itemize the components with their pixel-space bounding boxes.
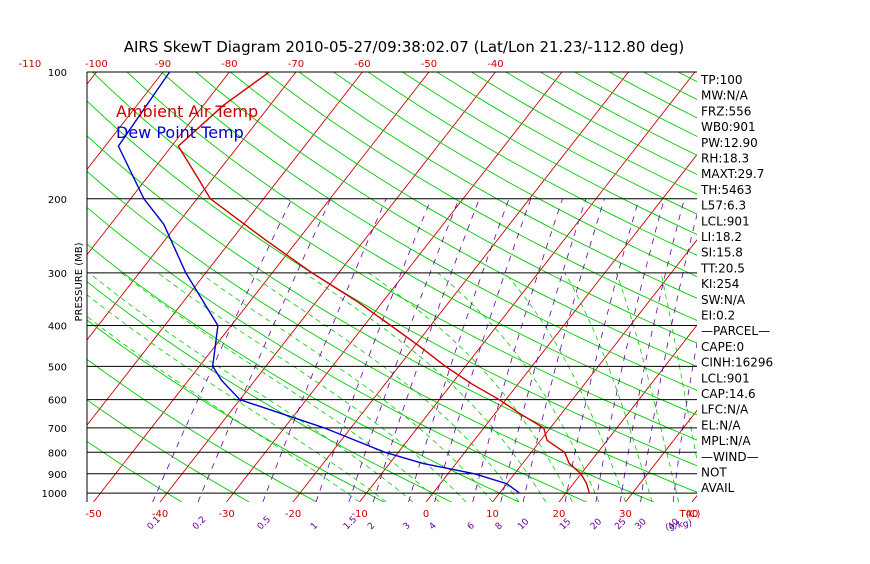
top-temp-tick-label: -60 (354, 59, 370, 70)
index-entry: TP:100 (700, 73, 743, 87)
index-entry: CAPE:0 (701, 340, 744, 354)
index-entry: TT:20.5 (700, 261, 745, 275)
pressure-tick-label: 800 (48, 448, 67, 459)
mixing-ratio-tick-label: 0.2 (191, 515, 208, 532)
index-entry: —PARCEL— (701, 324, 770, 338)
bottom-temp-tick-label: -30 (218, 509, 234, 520)
pressure-tick-label: 300 (48, 269, 67, 280)
top-temp-tick-label: -70 (288, 59, 304, 70)
mixing-ratio-tick-label: 20 (589, 517, 604, 532)
mixing-ratio-line (263, 199, 386, 502)
index-entry: SI:15.8 (701, 246, 743, 260)
dry-adiabat-line (161, 72, 870, 502)
dry-adiabat-line (265, 72, 870, 502)
bottom-temp-tick-label: 0 (423, 509, 429, 520)
bottom-temp-tick-label: -20 (285, 509, 301, 520)
moist-adiabat-line (616, 273, 678, 502)
pressure-tick-label: 400 (48, 322, 67, 333)
index-entry: CINH:16296 (701, 356, 773, 370)
mixing-ratio-line (641, 199, 701, 502)
top-temp-tick-label: -110 (19, 59, 42, 70)
dry-adiabat-line (403, 72, 870, 502)
isotherm-line (227, 72, 562, 502)
mixing-ratio-tick-label: 0.5 (256, 515, 273, 532)
top-temp-tick-label: -40 (487, 59, 503, 70)
index-entry: SW:N/A (701, 293, 746, 307)
dry-adiabat-line (230, 72, 870, 502)
dry-adiabat-line (299, 72, 870, 502)
dry-adiabat-line (334, 72, 870, 502)
mixing-ratio-line (373, 199, 479, 502)
dry-adiabat-line (368, 72, 870, 502)
index-entry: AVAIL (701, 481, 735, 495)
mixing-ratio-tick-label: 8 (494, 521, 505, 532)
index-entry: LCL:901 (701, 214, 750, 228)
index-entry: —WIND— (701, 450, 759, 464)
dry-adiabat-line (0, 72, 654, 502)
pressure-tick-label: 700 (48, 424, 67, 435)
moist-adiabat-line (60, 273, 386, 502)
index-entry: MW:N/A (701, 89, 749, 103)
index-entry: NOT (701, 466, 727, 480)
bottom-temp-tick-label: 10 (486, 509, 499, 520)
dry-adiabat-line (471, 72, 870, 502)
dry-adiabat-line (196, 72, 870, 502)
mixing-ratio-unit-label: (g/kg) (665, 518, 693, 532)
index-entry: LFC:N/A (701, 403, 749, 417)
isotherm-line (0, 72, 30, 502)
mixing-ratio-line (349, 199, 459, 502)
bottom-temp-tick-label: -50 (85, 509, 101, 520)
mixing-ratio-line (198, 199, 331, 502)
index-entry: KI:254 (701, 277, 739, 291)
y-axis-label: PRESSURE (MB) (74, 242, 85, 321)
mixing-ratio-tick-label: 30 (634, 517, 649, 532)
isotherm-line (825, 72, 870, 502)
pressure-tick-label: 200 (48, 195, 67, 206)
index-entry: WB0:901 (701, 120, 756, 134)
pressure-tick-label: 100 (48, 68, 67, 79)
moist-adiabat-line (505, 273, 626, 502)
mixing-ratio-tick-label: 4 (428, 521, 439, 532)
mixing-ratio-tick-label: 10 (516, 517, 531, 532)
top-temp-tick-label: -50 (421, 59, 437, 70)
mixing-ratio-tick-label: 2 (366, 521, 377, 532)
top-temp-tick-label: -100 (85, 59, 108, 70)
isotherm-line (759, 72, 870, 502)
index-entry: EI:0.2 (701, 309, 735, 323)
index-entry: CAP:14.6 (701, 387, 756, 401)
index-entry: MPL:N/A (701, 434, 751, 448)
index-entry: FRZ:556 (701, 104, 751, 118)
mixing-ratio-tick-label: 1 (309, 521, 320, 532)
pressure-tick-label: 500 (48, 362, 67, 373)
dry-adiabat-line (506, 72, 870, 502)
pressure-tick-label: 1000 (42, 489, 67, 500)
index-entry: LI:18.2 (701, 230, 742, 244)
index-entry: LCL:901 (701, 371, 750, 385)
pressure-tick-label: 900 (48, 470, 67, 481)
mixing-ratio-line (316, 199, 431, 502)
top-temp-tick-label: -80 (221, 59, 237, 70)
legend: Ambient Air Temp Dew Point Temp (116, 102, 258, 142)
index-entry: L57:6.3 (701, 199, 746, 213)
mixing-ratio-tick-label: 6 (466, 521, 477, 532)
index-entry: MAXT:29.7 (701, 167, 764, 181)
index-entry: RH:18.3 (701, 152, 749, 166)
dry-adiabat-line (437, 72, 870, 502)
mixing-ratio-tick-label: 3 (402, 521, 413, 532)
pressure-tick-label: 600 (48, 396, 67, 407)
index-entry: PW:12.90 (701, 136, 758, 150)
index-entry: EL:N/A (701, 418, 741, 432)
legend-dew-point-temp: Dew Point Temp (116, 123, 244, 142)
index-entry: TH:5463 (700, 183, 752, 197)
legend-ambient-air-temp: Ambient Air Temp (116, 102, 258, 121)
top-temp-tick-label: -90 (155, 59, 171, 70)
mixing-ratio-line (523, 199, 604, 502)
moist-adiabat-line (121, 273, 439, 502)
chart-title: AIRS SkewT Diagram 2010-05-27/09:38:02.0… (124, 38, 685, 56)
